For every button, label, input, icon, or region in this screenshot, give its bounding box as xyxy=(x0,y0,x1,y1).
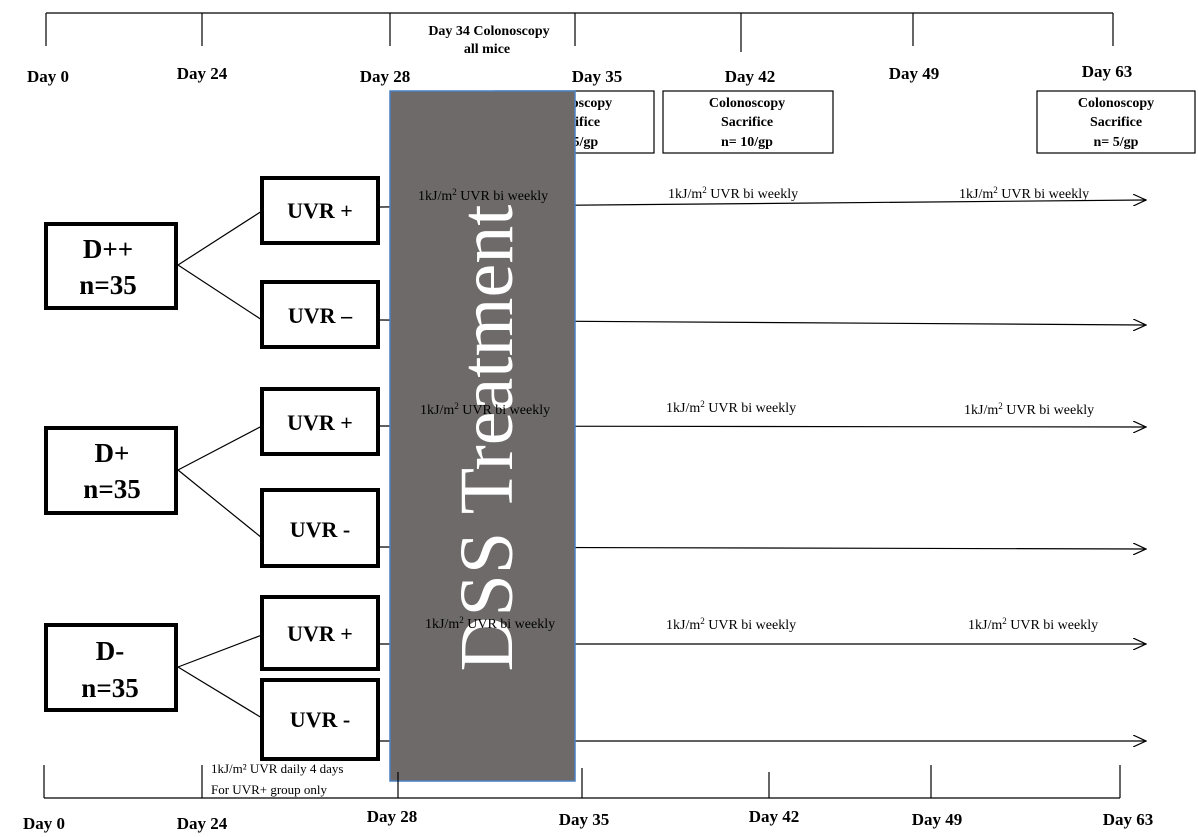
top-note-line1: Day 34 Colonoscopy xyxy=(428,24,549,39)
arm-label: UVR - xyxy=(290,517,351,542)
uvr-dose-label: 1kJ/m2 UVR bi weekly xyxy=(425,615,555,632)
sacrifice-box: Colonoscopy Sacrifice n= 10/gp xyxy=(662,90,834,154)
group-count: n=35 xyxy=(81,673,138,703)
bottom-day-label: Day 42 xyxy=(749,807,800,826)
group-box xyxy=(44,222,178,310)
top-day-label: Day 0 xyxy=(27,67,69,86)
dss-treatment-block: DSS Treatment xyxy=(389,90,576,782)
group-d-plus-plus: D++ n=35 xyxy=(44,210,263,321)
sacrifice-box-line: n= 5/gp xyxy=(1094,135,1139,150)
bottom-day-label: Day 0 xyxy=(23,814,65,833)
bottom-day-label: Day 28 xyxy=(367,807,418,826)
group-name: D++ xyxy=(83,234,133,264)
uvr-dose-label: 1kJ/m2 UVR bi weekly xyxy=(668,185,798,202)
bottom-timeline: 1kJ/m² UVR daily 4 days For UVR+ group o… xyxy=(23,761,1153,833)
group-box xyxy=(44,426,178,515)
arm-label: UVR – xyxy=(288,303,353,328)
bottom-day-label: Day 49 xyxy=(912,810,963,829)
bottom-day-label: Day 24 xyxy=(177,814,228,833)
bottom-note-line2: For UVR+ group only xyxy=(211,782,328,797)
uvr-dose-label: 1kJ/m2 UVR bi weekly xyxy=(968,616,1098,633)
top-day-label: Day 63 xyxy=(1082,62,1133,81)
top-day-label: Day 35 xyxy=(572,67,623,86)
dss-treatment-label: DSS Treatment xyxy=(445,205,529,672)
top-timeline: Day 34 Colonoscopy all mice Day 0 Day 24… xyxy=(27,12,1133,86)
uvr-dose-label: 1kJ/m2 UVR bi weekly xyxy=(964,401,1094,418)
arm-box: UVR - xyxy=(260,678,380,761)
arm-box: UVR - xyxy=(260,488,380,568)
sacrifice-box-line: Colonoscopy xyxy=(1078,96,1154,111)
group-count: n=35 xyxy=(79,270,136,300)
group-d-minus: D- n=35 xyxy=(44,623,263,719)
top-day-label: Day 49 xyxy=(889,64,940,83)
group-d-plus: D+ n=35 xyxy=(44,425,263,539)
sacrifice-box-line: Sacrifice xyxy=(1090,115,1142,130)
uvr-dose-label: 1kJ/m2 UVR bi weekly xyxy=(418,187,548,204)
arm-box: UVR + xyxy=(260,595,380,671)
top-day-label: Day 24 xyxy=(177,64,228,83)
arm-box: UVR + xyxy=(260,387,380,456)
top-day-label: Day 42 xyxy=(725,67,776,86)
arm-label: UVR + xyxy=(287,198,353,223)
sacrifice-box-line: Sacrifice xyxy=(721,115,773,130)
arm-label: UVR + xyxy=(287,621,353,646)
uvr-dose-label: 1kJ/m2 UVR bi weekly xyxy=(420,401,550,418)
top-day-label: Day 28 xyxy=(360,67,411,86)
group-name: D- xyxy=(96,636,125,666)
sacrifice-box-line: Colonoscopy xyxy=(709,96,785,111)
uvr-dose-labels: 1kJ/m2 UVR bi weekly 1kJ/m2 UVR bi weekly… xyxy=(418,185,1098,633)
arm-box: UVR + xyxy=(260,176,380,245)
bottom-day-label: Day 63 xyxy=(1103,810,1154,829)
uvr-dose-label: 1kJ/m2 UVR bi weekly xyxy=(959,185,1089,202)
bottom-note-line1: 1kJ/m² UVR daily 4 days xyxy=(211,761,343,776)
top-note-line2: all mice xyxy=(464,42,510,57)
uvr-dose-label: 1kJ/m2 UVR bi weekly xyxy=(666,399,796,416)
group-box xyxy=(44,623,178,712)
uvr-dose-label: 1kJ/m2 UVR bi weekly xyxy=(666,616,796,633)
group-count: n=35 xyxy=(83,474,140,504)
arm-label: UVR - xyxy=(290,707,351,732)
group-name: D+ xyxy=(95,438,130,468)
bottom-day-label: Day 35 xyxy=(559,810,610,829)
arm-label: UVR + xyxy=(287,410,353,435)
sacrifice-box: Colonoscopy Sacrifice n= 5/gp xyxy=(1036,90,1196,154)
sacrifice-box-line: n= 10/gp xyxy=(721,135,773,150)
arm-box: UVR – xyxy=(260,280,380,349)
